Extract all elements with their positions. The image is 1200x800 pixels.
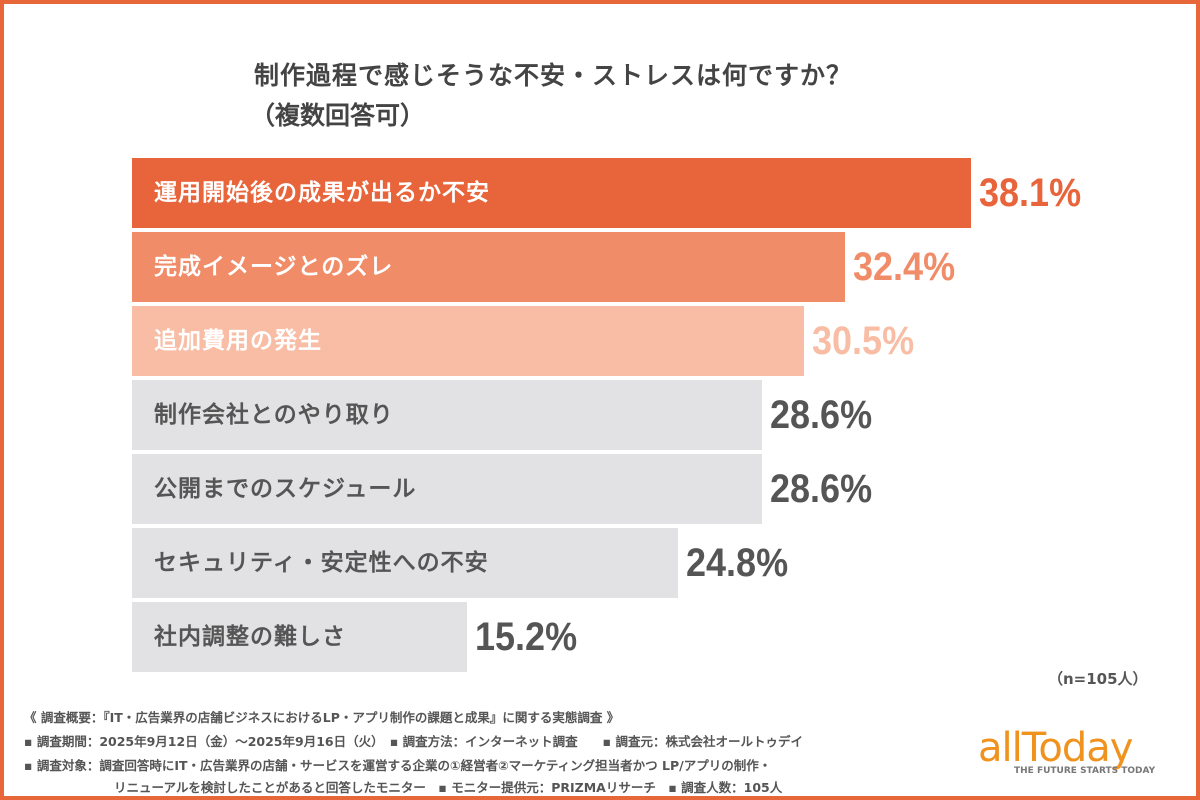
- bar-chart: 運用開始後の成果が出るか不安 38.1% 完成イメージとのズレ 32.4% 追加費用の発…: [132, 158, 1082, 672]
- category-label: セキュリティ・安定性への不安: [154, 550, 489, 576]
- value-label: 28.6%: [769, 467, 872, 511]
- bar: [132, 528, 679, 598]
- category-label: 運用開始後の成果が出るか不安: [154, 180, 490, 206]
- category-label: 社内調整の難しさ: [154, 624, 346, 650]
- value-label: 15.2%: [474, 615, 577, 659]
- category-label: 完成イメージとのズレ: [154, 254, 394, 280]
- footer-survey-target-cont: リニューアルを検討したことがあると回答したモニター ▪ モニター提供元：PRIZ…: [114, 780, 783, 795]
- bar: [132, 454, 762, 524]
- footer-survey-period: ▪ 調査期間：2025年9月12日（金）～2025年9月16日（火） ▪ 調査方…: [24, 734, 803, 749]
- bar: [132, 380, 762, 450]
- category-label: 制作会社とのやり取り: [154, 402, 394, 428]
- logo-tagline: THE FUTURE STARTS TODAY: [1014, 766, 1156, 776]
- footer-survey-target: ▪ 調査対象：調査回答時にIT・広告業界の店舗・サービスを運営する企業の①経営者…: [24, 758, 772, 773]
- category-label: 追加費用の発生: [154, 328, 322, 354]
- chart-title: 制作過程で感じそうな不安・ストレスは何ですか？: [254, 61, 853, 90]
- value-label: 30.5%: [811, 319, 914, 363]
- value-label: 28.6%: [769, 393, 872, 437]
- bar: [132, 232, 846, 302]
- value-label: 38.1%: [978, 171, 1082, 215]
- alltoday-logo: allToday THE FUTURE STARTS TODAY: [978, 728, 1178, 776]
- footer-survey-title: 《 調査概要：『IT・広告業界の店舗ビジネスにおけるLP・アプリ制作の課題と成果…: [24, 710, 620, 725]
- logo-word: allToday: [978, 725, 1133, 771]
- category-label: 公開までのスケジュール: [154, 476, 417, 502]
- value-label: 24.8%: [686, 541, 789, 585]
- bar: [132, 158, 971, 228]
- bar: [132, 602, 467, 672]
- sample-size-note: （n=105人）: [1048, 670, 1148, 688]
- bar: [132, 306, 804, 376]
- value-label: 32.4%: [853, 245, 956, 289]
- chart-subtitle: （複数回答可）: [250, 101, 426, 130]
